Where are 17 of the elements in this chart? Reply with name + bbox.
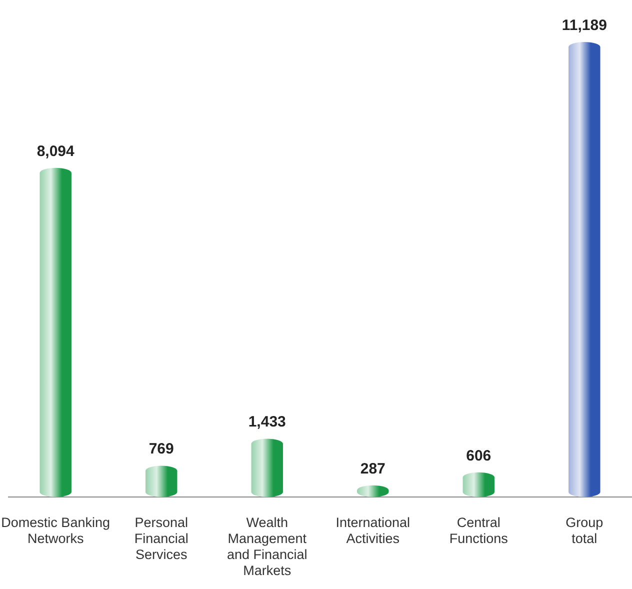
data-label: 287 (360, 460, 386, 478)
x-tick-label: Group total (566, 515, 604, 546)
x-tick-label: Central Functions (449, 515, 508, 546)
bar (462, 472, 495, 497)
bar (568, 42, 600, 497)
data-label: 8,094 (36, 142, 76, 160)
bar (145, 466, 178, 497)
data-label: 11,189 (562, 17, 607, 34)
data-label: 606 (466, 447, 492, 464)
x-tick-label: Personal Financial Services (134, 515, 188, 562)
x-tick-label: International Activities (336, 515, 410, 546)
x-tick-label: Wealth Management and Financial Markets (226, 515, 308, 578)
x-tick-label: Domestic Banking Networks (1, 515, 110, 546)
bar (251, 438, 283, 497)
data-label: 1,433 (248, 414, 286, 431)
data-label: 769 (148, 440, 174, 458)
bar (40, 168, 72, 497)
